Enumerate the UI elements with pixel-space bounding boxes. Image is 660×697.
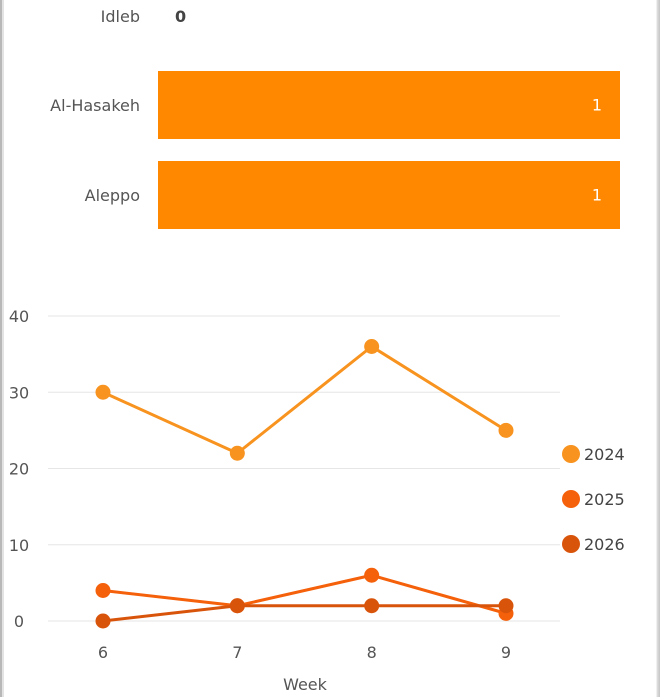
x-axis-title: Week (283, 675, 328, 694)
bar-value-label: 1 (591, 95, 602, 115)
y-tick-label: 10 (9, 536, 29, 555)
bar-category-label: Idleb (100, 7, 140, 26)
legend-label-2026[interactable]: 2026 (584, 535, 625, 554)
bar-category-label: Aleppo (84, 186, 140, 205)
y-tick-label: 30 (9, 383, 29, 402)
right-scroll-edge (656, 0, 660, 697)
data-point-2024-week-8[interactable] (364, 339, 380, 354)
data-point-2026-week-9[interactable] (498, 598, 514, 614)
bar-value-label: 1 (591, 185, 602, 205)
series-line-2025 (102, 573, 507, 615)
data-point-2025-week-8[interactable] (364, 567, 380, 583)
legend-label-2024[interactable]: 2024 (584, 445, 625, 464)
left-border (0, 0, 5, 697)
legend-marker-2024[interactable] (562, 445, 580, 463)
data-point-2024-week-6[interactable] (95, 384, 111, 400)
bar-aleppo[interactable]: 1 (158, 161, 620, 229)
x-tick-label: 6 (98, 643, 108, 662)
data-point-2025-week-6[interactable] (95, 583, 111, 598)
y-tick-label: 20 (9, 460, 29, 479)
x-tick-label: 8 (367, 643, 377, 662)
data-point-2024-week-7[interactable] (229, 445, 245, 461)
legend-marker-2026[interactable] (562, 535, 580, 553)
bar-category-label: Al-Hasakeh (50, 96, 140, 115)
data-point-2026-week-6[interactable] (95, 613, 111, 629)
y-tick-label: 0 (14, 612, 24, 631)
data-point-2026-week-7[interactable] (229, 598, 245, 614)
data-point-2024-week-9[interactable] (498, 422, 514, 438)
legend-label-2025[interactable]: 2025 (584, 490, 625, 509)
series-line-2026 (102, 604, 506, 623)
data-point-2026-week-8[interactable] (364, 598, 380, 614)
x-tick-label: 9 (501, 643, 511, 662)
y-tick-label: 40 (9, 307, 29, 326)
x-tick-label: 7 (232, 643, 242, 662)
bar-al-hasakeh[interactable]: 1 (158, 71, 620, 139)
bar-value-label: 0 (175, 7, 187, 26)
series-line-2024 (102, 345, 507, 455)
legend-marker-2025[interactable] (562, 490, 580, 508)
